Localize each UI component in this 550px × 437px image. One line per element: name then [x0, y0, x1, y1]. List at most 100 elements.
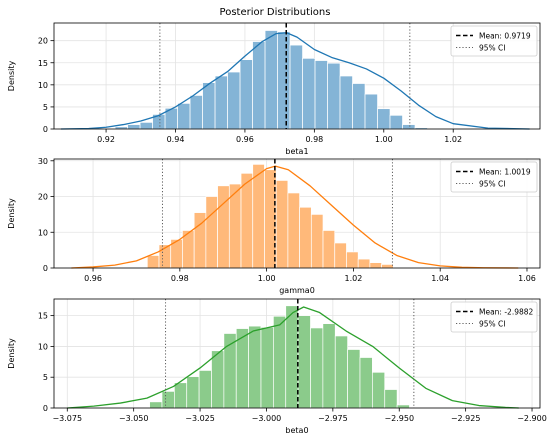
beta1-legend-box	[450, 25, 538, 57]
gamma0-bar-9	[252, 164, 265, 269]
beta1-bar-17	[314, 60, 328, 130]
gamma0-xtick-label-1: 0.98	[171, 274, 189, 283]
beta0-legend-label-0: Mean: -2.9882	[479, 308, 534, 317]
gamma0-bar-14	[310, 214, 324, 269]
beta0-bar-2	[174, 382, 188, 409]
panel-beta0: −3.075 −3.050 −3.025 −3.000 −2.975 −2.950 −2.9…	[7, 298, 547, 435]
beta0-bar-18	[372, 371, 386, 409]
beta1-bar-22	[377, 108, 391, 130]
beta1-bar-16	[302, 57, 316, 130]
beta0-ytick-label-1: 5	[43, 373, 48, 382]
beta1-bar-2	[127, 124, 141, 130]
beta1-legend-label-1: 95% CI	[479, 44, 506, 53]
beta0-xtick-label-7: −2.900	[517, 414, 547, 423]
beta1-ytick-label-0: 0	[43, 125, 48, 134]
beta1-bar-13	[264, 30, 278, 130]
beta0-xlabel: beta0	[285, 426, 308, 435]
beta1-ytick-label-2: 10	[38, 81, 48, 90]
gamma0-bar-15	[322, 230, 336, 269]
beta0-xtick-label-4: −2.975	[318, 414, 348, 423]
beta1-ylabel: Density	[7, 61, 16, 92]
beta0-xtick-label-3: −3.000	[252, 414, 282, 423]
beta0-legend: Mean: -2.9882 95% CI	[450, 301, 538, 333]
beta1-legend: Mean: 0.9719 95% CI	[450, 25, 538, 57]
beta1-bar-6	[177, 103, 191, 130]
beta0-ytick-label-2: 10	[38, 342, 48, 351]
beta1-bar-3	[139, 122, 153, 130]
gamma0-legend-label-1: 95% CI	[479, 180, 506, 189]
beta1-xtick-label-2: 0.96	[236, 135, 254, 144]
beta0-legend-box	[450, 301, 538, 333]
gamma0-bar-19	[369, 262, 382, 269]
beta1-bar-23	[389, 114, 403, 130]
beta0-bar-19	[384, 389, 398, 409]
gamma0-bar-18	[357, 258, 371, 269]
beta0-bar-3	[186, 376, 200, 409]
beta1-xlabel: beta1	[285, 147, 308, 156]
gamma0-bar-12	[287, 192, 300, 269]
beta1-bar-8	[202, 82, 216, 130]
beta1-xtick-label-4: 1.00	[375, 135, 393, 144]
beta1-bar-20	[352, 83, 366, 130]
gamma0-legend-box	[450, 161, 538, 193]
beta1-bar-21	[364, 93, 378, 130]
beta1-legend-label-0: Mean: 0.9719	[479, 32, 531, 41]
figure-title: Posterior Distributions	[220, 7, 331, 18]
beta0-bar-20	[396, 404, 410, 409]
beta1-xtick-label-3: 0.98	[305, 135, 323, 144]
gamma0-legend: Mean: 1.0019 95% CI	[450, 161, 538, 193]
beta0-axes-frame	[53, 298, 541, 409]
gamma0-xtick-label-2: 1.00	[258, 274, 276, 283]
gamma0-bar-8	[240, 172, 254, 269]
gamma0-bar-20	[381, 264, 394, 269]
beta1-ytick-label-3: 15	[38, 59, 48, 68]
gamma0-ytick-label-1: 10	[38, 228, 48, 237]
gamma0-ytick-label-2: 20	[38, 193, 48, 202]
gamma0-legend-label-0: Mean: 1.0019	[479, 168, 531, 177]
beta0-bar-10	[273, 315, 287, 409]
gamma0-bar-0	[146, 255, 160, 269]
beta0-bar-17	[359, 357, 373, 409]
beta0-bar-16	[347, 349, 361, 409]
beta0-ytick-label-0: 0	[43, 404, 48, 413]
beta0-bar-14	[322, 323, 336, 409]
gamma0-ylabel: Density	[7, 198, 16, 229]
beta1-axes-frame	[53, 22, 541, 130]
beta1-bar-18	[327, 62, 341, 130]
gamma0-xlabel: gamma0	[279, 286, 315, 295]
beta0-bar-1	[161, 391, 175, 409]
gamma0-bar-11	[275, 180, 289, 269]
beta1-xtick-label-0: 0.92	[97, 135, 115, 144]
beta1-bar-7	[189, 95, 203, 130]
beta1-bar-14	[277, 31, 291, 130]
beta0-xtick-label-6: −2.925	[451, 414, 481, 423]
beta0-xtick-label-2: −3.025	[185, 414, 215, 423]
beta0-xtick-label-0: −3.075	[52, 414, 82, 423]
beta0-bar-9	[260, 326, 274, 409]
gamma0-xtick-label-4: 1.04	[431, 274, 449, 283]
beta0-bar-13	[310, 327, 324, 409]
gamma0-axes-frame	[53, 158, 541, 269]
gamma0-ytick-label-3: 30	[38, 157, 48, 166]
beta0-bar-8	[248, 325, 262, 409]
beta0-ylabel: Density	[7, 338, 16, 369]
beta0-legend-label-1: 95% CI	[479, 320, 506, 329]
beta1-xtick-label-5: 1.02	[444, 135, 462, 144]
beta1-bar-19	[339, 75, 353, 130]
beta0-bar-11	[285, 305, 299, 409]
gamma0-bar-5	[205, 196, 218, 269]
beta1-bar-9	[214, 75, 228, 130]
beta0-bar-0	[149, 401, 163, 409]
gamma0-ytick-label-0: 0	[43, 264, 48, 273]
beta1-kde-line	[60, 32, 530, 130]
beta1-xtick-label-1: 0.94	[167, 135, 185, 144]
beta1-ytick-label-4: 20	[38, 37, 48, 46]
beta1-ytick-label-1: 5	[43, 103, 48, 112]
beta0-bar-4	[198, 370, 212, 409]
beta1-bar-11	[239, 59, 253, 130]
panel-beta1: 0.92 0.94 0.96 0.98 1.00 1.02 0 5 10 15 20 beta1 Den…	[7, 22, 541, 156]
gamma0-bar-17	[346, 251, 359, 269]
beta0-bar-5	[211, 350, 225, 409]
gamma0-kde-line	[71, 165, 519, 269]
